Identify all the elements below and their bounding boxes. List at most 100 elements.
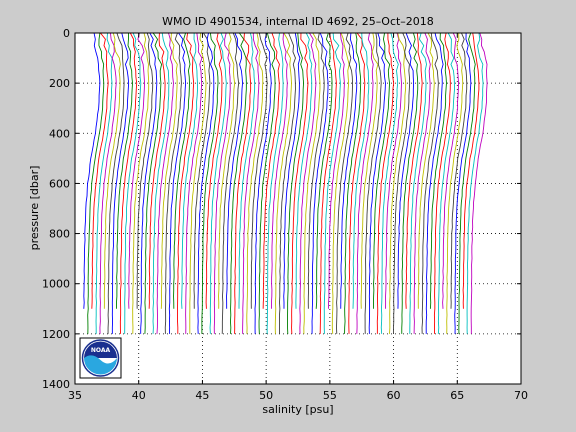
- salinity-profile: [95, 33, 113, 334]
- salinity-profile: [380, 33, 399, 334]
- salinity-profile: [201, 33, 219, 334]
- salinity-profile: [124, 33, 142, 334]
- profiles-layer: [83, 33, 488, 334]
- salinity-profile: [136, 33, 154, 309]
- salinity-profile: [437, 33, 455, 334]
- salinity-profile: [177, 33, 195, 334]
- salinity-profile: [193, 33, 211, 309]
- y-tick-label: 600: [49, 177, 70, 190]
- salinity-profile: [221, 33, 240, 334]
- salinity-profile: [111, 33, 130, 334]
- salinity-profile: [466, 33, 484, 334]
- salinity-profile: [295, 33, 313, 309]
- salinity-profile: [103, 33, 121, 309]
- salinity-profile: [307, 33, 325, 309]
- salinity-profile: [389, 33, 407, 334]
- salinity-profile: [401, 33, 419, 334]
- salinity-profile: [299, 33, 317, 334]
- salinity-profile: [331, 33, 350, 334]
- salinity-profile: [160, 33, 178, 309]
- salinity-profile: [197, 33, 215, 334]
- salinity-profile: [205, 33, 223, 309]
- salinity-profile: [148, 33, 166, 309]
- salinity-profile: [303, 33, 321, 334]
- salinity-profile: [433, 33, 451, 334]
- salinity-profile: [119, 33, 138, 334]
- salinity-profile: [164, 33, 182, 334]
- salinity-profile: [242, 33, 260, 334]
- salinity-profile: [291, 33, 309, 334]
- salinity-profile: [278, 33, 296, 334]
- salinity-profile: [140, 33, 158, 334]
- salinity-profile: [462, 33, 480, 309]
- salinity-profile: [352, 33, 370, 309]
- noaa-logo-water: [84, 355, 117, 375]
- y-tick-label: 1200: [42, 328, 70, 341]
- salinity-profile: [99, 33, 117, 334]
- x-tick-label: 70: [514, 389, 528, 402]
- x-axis-label: salinity [psu]: [262, 403, 333, 416]
- salinity-profile: [107, 33, 125, 334]
- salinity-profile: [115, 33, 133, 309]
- salinity-profile: [250, 33, 268, 309]
- salinity-profile: [397, 33, 415, 309]
- salinity-profile: [364, 33, 382, 334]
- salinity-profile: [360, 33, 379, 309]
- salinity-profile: [311, 33, 329, 334]
- salinity-profile: [274, 33, 292, 334]
- salinity-profile: [234, 33, 252, 334]
- y-tick-label: 200: [49, 77, 70, 90]
- x-tick-label: 40: [132, 389, 146, 402]
- salinity-profile: [405, 33, 423, 309]
- salinity-profile: [226, 33, 243, 309]
- salinity-profile: [446, 33, 464, 334]
- salinity-profile: [238, 33, 256, 309]
- salinity-profile: [168, 33, 187, 334]
- salinity-profile: [442, 33, 459, 309]
- x-tick-label: 60: [387, 389, 401, 402]
- salinity-profile: [266, 33, 284, 334]
- salinity-profile: [156, 33, 174, 334]
- noaa-logo: NOAA: [79, 337, 122, 379]
- noaa-logo-text: NOAA: [91, 347, 111, 354]
- y-tick-label: 400: [49, 127, 70, 140]
- salinity-profile: [340, 33, 358, 309]
- salinity-profile: [376, 33, 395, 334]
- salinity-profile: [458, 33, 476, 334]
- salinity-profile: [185, 33, 203, 334]
- noaa-logo-sky: [84, 341, 117, 358]
- salinity-profile: [421, 33, 439, 334]
- salinity-profile: [283, 33, 301, 309]
- x-tick-label: 55: [323, 389, 337, 402]
- salinity-profile: [372, 33, 391, 309]
- ticks-layer: 35 40 45 50 55 60 65 70 0 200 400 600 800 1000 1200 140…: [42, 27, 528, 402]
- salinity-profile: [336, 33, 353, 334]
- salinity-profile: [173, 33, 191, 309]
- salinity-profile: [328, 33, 345, 309]
- salinity-profile: [323, 33, 342, 334]
- salinity-profile: [87, 33, 105, 334]
- salinity-profile: [344, 33, 362, 334]
- salinity-profile: [356, 33, 374, 334]
- salinity-profile: [385, 33, 402, 309]
- salinity-profile: [83, 33, 101, 309]
- x-tick-label: 35: [68, 389, 82, 402]
- salinity-profile: [348, 33, 366, 334]
- salinity-profile: [315, 33, 333, 309]
- salinity-profile: [246, 33, 264, 334]
- salinity-profile: [218, 33, 236, 309]
- y-tick-label: 1400: [42, 378, 70, 391]
- x-tick-label: 50: [259, 389, 273, 402]
- salinity-profile: [368, 33, 386, 334]
- salinity-profile: [152, 33, 170, 334]
- x-tick-label: 65: [450, 389, 464, 402]
- y-tick-label: 1000: [42, 278, 70, 291]
- x-tick-label: 45: [195, 389, 209, 402]
- salinity-profile: [132, 33, 150, 334]
- salinity-profile: [91, 33, 109, 309]
- salinity-profile: [429, 33, 447, 309]
- y-axis-label: pressure [dbar]: [28, 166, 41, 251]
- y-tick-label: 0: [63, 27, 70, 40]
